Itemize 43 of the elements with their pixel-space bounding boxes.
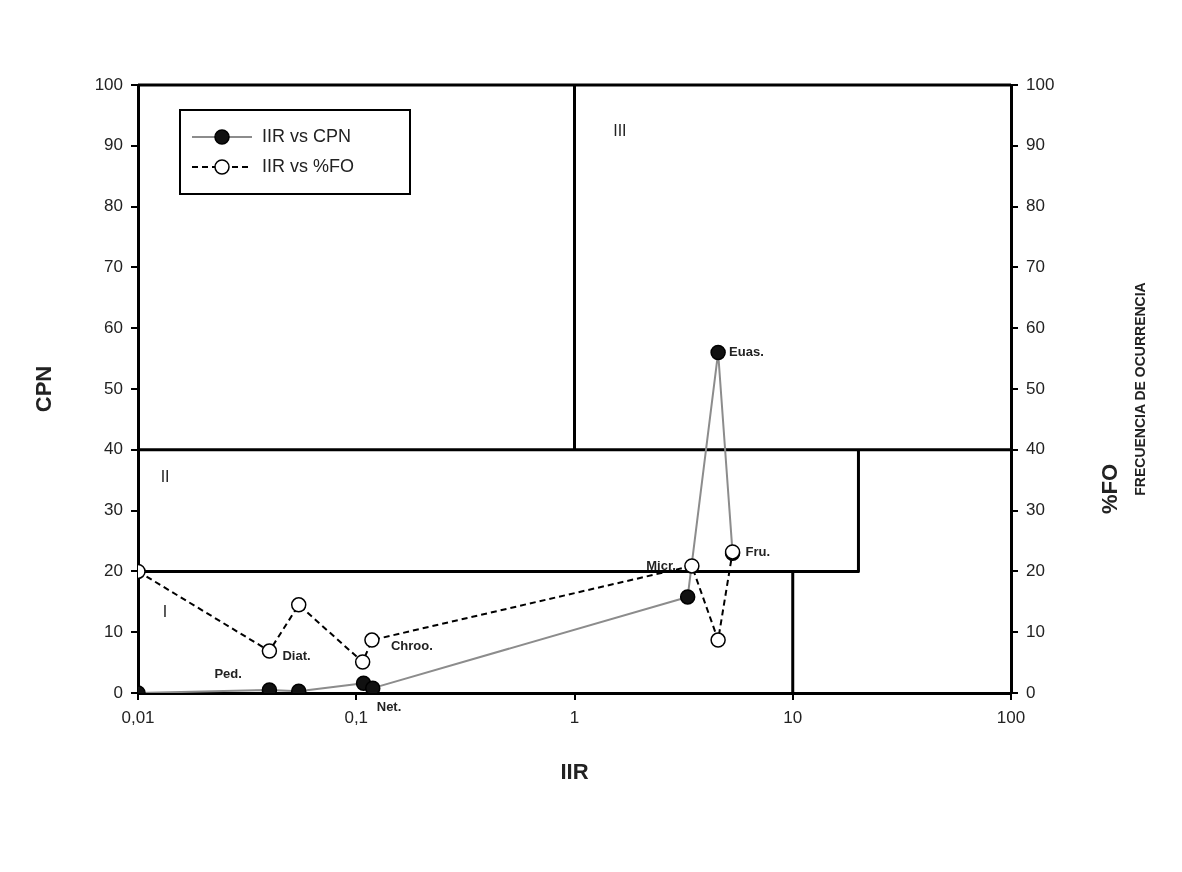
y-tick-label: 10	[104, 621, 123, 641]
y-tick-label: 90	[104, 135, 123, 155]
annotation: Fru.	[745, 543, 771, 559]
y-tick-label: 30	[104, 500, 123, 520]
y-tick-label: 60	[104, 317, 123, 337]
y2-tick-label: 40	[1026, 439, 1045, 459]
annotation: Ped.	[214, 665, 242, 681]
x-tick-label: 1	[569, 707, 580, 727]
y-tick-label: 50	[104, 378, 123, 398]
text: FRECUENCIA DE OCURRENCIA	[1131, 282, 1148, 496]
y2-tick-label: 80	[1026, 196, 1045, 216]
y2-tick-label: 50	[1026, 378, 1045, 398]
y2-tick-label: 90	[1026, 135, 1045, 155]
x-tick-label: 0,1	[344, 707, 369, 727]
annotation: Micr.	[646, 557, 676, 573]
y-tick-label: 40	[104, 439, 123, 459]
annotation: I	[162, 602, 168, 620]
y2-tick-label: 70	[1026, 257, 1045, 277]
annotation: III	[613, 122, 627, 140]
y2-tick-label: 20	[1026, 561, 1045, 581]
annotation: Diat.	[282, 647, 311, 663]
y2-tick-label: 60	[1026, 317, 1045, 337]
x-tick-label: 10	[783, 707, 803, 727]
annotation: Chroo.	[390, 637, 433, 653]
annotation: II	[160, 468, 170, 486]
y2-axis-title: %FO	[1097, 463, 1123, 515]
annotation: Net.	[376, 698, 402, 714]
legend-label: IIR vs %FO	[262, 155, 355, 176]
y-tick-label: 20	[104, 561, 123, 581]
legend-label: IIR vs CPN	[262, 125, 352, 146]
annotation: Euas.	[729, 344, 764, 360]
y2-tick-label: 100	[1026, 74, 1055, 94]
y2-tick-label: 10	[1026, 621, 1045, 641]
y-tick-label: 0	[113, 682, 123, 702]
y-tick-label: 100	[94, 74, 123, 94]
y-tick-label: 70	[104, 257, 123, 277]
x-tick-label: 100	[996, 707, 1026, 727]
y-axis-title: CPN	[31, 365, 57, 413]
y-tick-label: 80	[104, 196, 123, 216]
x-tick-label: 0,01	[121, 707, 155, 727]
y2-tick-label: 30	[1026, 500, 1045, 520]
x-axis-title: IIR	[560, 759, 589, 785]
y2-tick-label: 0	[1026, 682, 1036, 702]
